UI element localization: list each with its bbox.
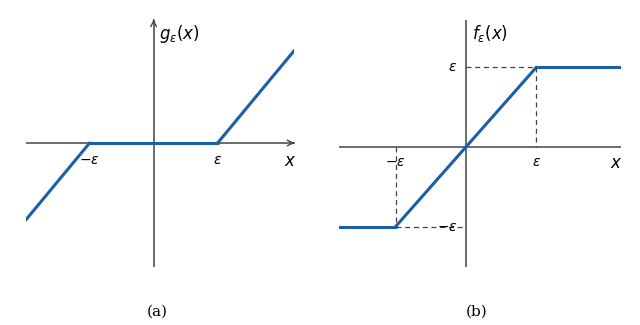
Text: $\epsilon$: $\epsilon$ [449, 60, 458, 74]
Text: $x$: $x$ [610, 155, 622, 172]
Text: (a): (a) [147, 304, 167, 318]
Text: (b): (b) [466, 304, 488, 318]
Text: $-\epsilon$: $-\epsilon$ [437, 220, 458, 234]
Text: $-\epsilon$: $-\epsilon$ [385, 155, 406, 169]
Text: $\epsilon$: $\epsilon$ [532, 155, 541, 169]
Text: $g_{\epsilon}(x)$: $g_{\epsilon}(x)$ [159, 23, 200, 45]
Text: $\epsilon$: $\epsilon$ [213, 153, 222, 167]
Text: $x$: $x$ [284, 153, 296, 170]
Text: $-\epsilon$: $-\epsilon$ [79, 153, 100, 167]
Text: $f_{\epsilon}(x)$: $f_{\epsilon}(x)$ [472, 23, 508, 44]
